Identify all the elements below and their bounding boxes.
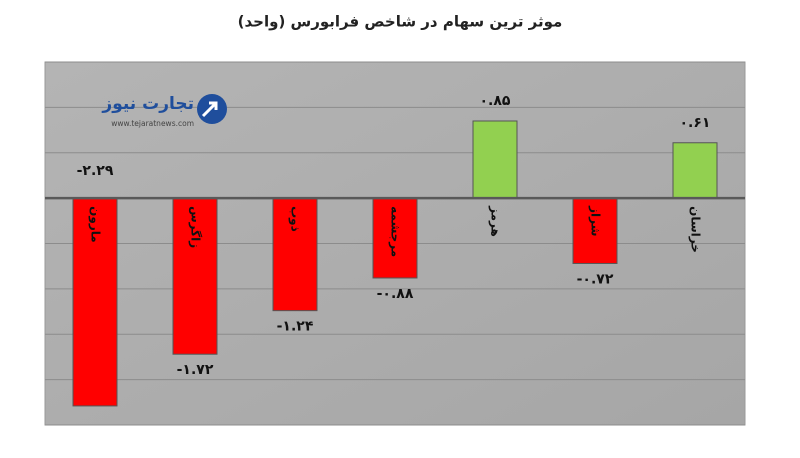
- bar: [172, 197, 218, 355]
- bar: [372, 197, 418, 279]
- value-label: -۱.۷۲: [177, 362, 214, 378]
- category-label: ذوب: [288, 206, 303, 232]
- value-label: -۱.۲۴: [277, 319, 314, 335]
- value-label: -۰.۸۸: [377, 286, 414, 302]
- value-label: ۰.۸۵: [480, 93, 511, 109]
- logo-url: www.tejaratnews.com: [111, 119, 194, 128]
- bar: [72, 197, 118, 407]
- category-label: هرمز: [489, 205, 503, 237]
- chart-title: موثر ترین سهام در شاخص فرابورس (واحد): [238, 13, 563, 31]
- value-label: -۰.۷۲: [577, 271, 614, 287]
- logo: تجارت نیوز www.tejaratnews.com: [101, 94, 227, 128]
- bar: [572, 197, 618, 264]
- category-label: مرجشمه: [389, 206, 403, 257]
- value-label: -۲.۲۹: [77, 163, 114, 179]
- logo-arrow: [201, 101, 218, 118]
- logo-brand: تجارت نیوز: [101, 94, 194, 114]
- bar: [272, 197, 318, 312]
- bar: [472, 120, 518, 199]
- value-label: ۰.۶۱: [680, 115, 711, 131]
- category-label: مارون: [88, 206, 103, 243]
- category-label: خراسان: [689, 206, 703, 253]
- category-label: زاگرس: [189, 206, 203, 248]
- bar: [672, 142, 718, 199]
- category-label: شراز: [589, 205, 603, 236]
